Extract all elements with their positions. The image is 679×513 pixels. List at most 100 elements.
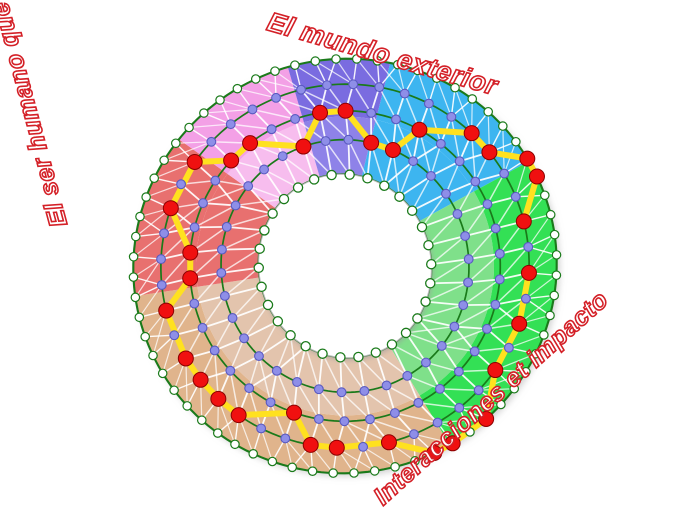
node-mid <box>482 199 493 210</box>
mesh-link <box>456 203 489 215</box>
mesh-link <box>467 278 501 284</box>
mesh-link <box>214 179 249 187</box>
mesh-link <box>284 437 314 472</box>
mesh-link <box>429 281 469 285</box>
node-mid <box>391 114 401 125</box>
node-outer <box>287 462 297 473</box>
mesh-link <box>145 183 182 198</box>
node-inner <box>300 341 311 352</box>
node-inner <box>370 347 382 358</box>
mesh-link <box>357 356 366 392</box>
mesh-link <box>347 138 369 180</box>
mesh-link <box>478 371 527 391</box>
node-mid <box>244 383 255 394</box>
node-mid <box>449 321 460 332</box>
mesh-link <box>193 204 237 229</box>
node-outer <box>521 366 531 377</box>
mesh-link <box>236 88 277 99</box>
mesh-link <box>193 295 226 305</box>
mesh-link <box>436 77 452 118</box>
mesh-link <box>321 352 343 394</box>
mesh-link <box>375 351 409 377</box>
node-mid <box>399 88 410 99</box>
mesh-link <box>225 225 266 232</box>
mesh-link <box>436 422 471 433</box>
node-highlighted <box>158 302 175 319</box>
node-mid <box>219 291 230 301</box>
node-outer <box>545 209 556 220</box>
node-outer <box>170 138 181 149</box>
node-inner <box>379 180 390 191</box>
node-inner <box>362 173 373 184</box>
mesh-link <box>374 351 388 387</box>
mesh-link <box>229 337 245 372</box>
node-mid <box>320 136 331 146</box>
mesh-link <box>213 317 234 352</box>
mesh-link <box>289 334 298 383</box>
mesh-link <box>217 398 236 445</box>
mesh-link <box>416 304 464 320</box>
node-mid <box>216 244 227 255</box>
node-mid <box>463 277 474 288</box>
node-outer <box>182 401 192 411</box>
node-mid <box>313 414 324 424</box>
node-outer <box>267 456 278 467</box>
mesh-link <box>406 375 441 390</box>
node-outer <box>230 439 240 450</box>
mesh-link <box>425 361 441 390</box>
node-mid <box>247 104 258 115</box>
mesh-link <box>405 332 427 364</box>
mesh-link <box>441 345 476 353</box>
mesh-link <box>464 227 497 237</box>
node-highlighted <box>182 244 199 261</box>
node-outer <box>551 270 562 281</box>
node-highlighted <box>186 153 203 170</box>
mesh-link <box>134 258 162 298</box>
node-inner <box>344 169 355 180</box>
node-mid <box>409 429 419 440</box>
mesh-link <box>347 138 351 176</box>
mesh-link <box>258 320 279 357</box>
mesh-link <box>243 320 279 340</box>
mesh-link <box>467 252 501 284</box>
mesh-link <box>132 258 162 278</box>
mesh-link <box>274 70 302 91</box>
node-inner <box>278 193 290 205</box>
mesh-link <box>376 60 406 95</box>
mesh-link <box>430 160 461 177</box>
node-mid <box>441 188 451 199</box>
mesh-link <box>411 192 447 212</box>
mesh-link <box>226 212 274 228</box>
mesh-link <box>223 285 263 297</box>
mesh-link <box>430 143 442 177</box>
node-mid <box>470 176 481 187</box>
node-highlighted <box>295 138 312 155</box>
node-inner <box>423 239 434 251</box>
node-inner <box>292 182 304 193</box>
node-mid <box>469 346 480 357</box>
node-highlighted <box>177 350 194 367</box>
mesh-link <box>494 196 517 230</box>
node-outer <box>545 310 555 321</box>
mesh-link <box>467 252 501 261</box>
node-inner <box>353 351 364 363</box>
mesh-link <box>247 185 285 200</box>
node-highlighted <box>515 213 532 230</box>
mesh-link <box>525 274 557 300</box>
mesh-link <box>258 334 292 357</box>
node-inner <box>394 191 405 202</box>
mesh-link <box>213 337 245 352</box>
mesh-link <box>405 332 443 347</box>
mesh-link <box>430 258 470 266</box>
mesh-link <box>214 179 237 207</box>
node-highlighted <box>384 142 401 158</box>
mesh-link <box>162 334 175 374</box>
node-inner <box>259 225 270 236</box>
node-highlighted <box>411 121 428 138</box>
node-mid <box>432 417 443 428</box>
node-inner <box>400 327 412 339</box>
node-inner <box>262 299 274 311</box>
mesh-link <box>220 247 261 274</box>
mesh-link <box>260 427 273 463</box>
